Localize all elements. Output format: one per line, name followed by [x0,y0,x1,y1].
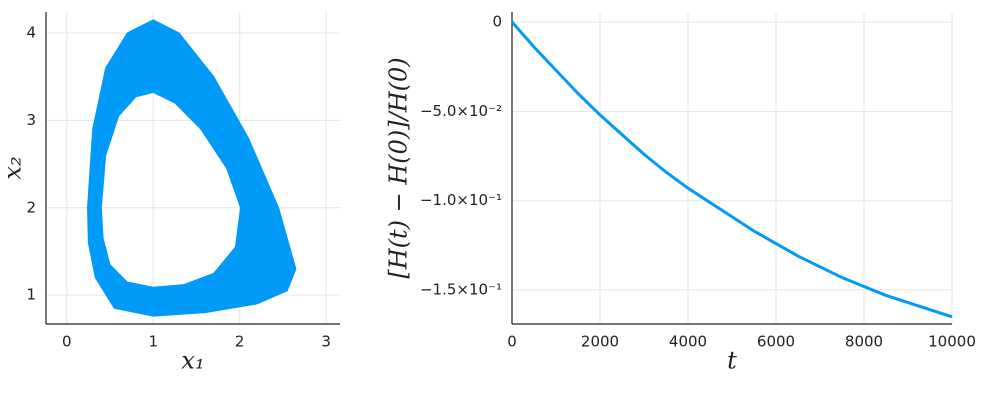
energy-error-line [510,21,953,319]
x-tick-label: 6000 [757,333,795,351]
x-tick-label: 10000 [928,333,976,351]
y-tick-label: −1.5×10⁻¹ [420,281,502,299]
x-tick-label: 3 [321,333,331,351]
y-tick-label: 3 [26,111,36,129]
x-tick-label: 8000 [845,333,883,351]
x-tick-label: 2 [235,333,245,351]
y-tick-label: 4 [26,23,36,41]
x-tick-label: 1 [148,333,158,351]
y-tick-label: −5.0×10⁻² [420,102,502,120]
x-axis-label: x₁ [181,347,204,375]
y-axis-label: [H(t) − H(0)]/H(0) [385,57,413,278]
x-tick-label: 2000 [581,333,619,351]
x-tick-label: 0 [507,333,517,351]
orbit-band [87,19,297,317]
y-tick-label: −1.0×10⁻¹ [420,191,502,209]
x-tick-label: 4000 [669,333,707,351]
x-tick-label: 0 [62,333,72,351]
x-axis-label: t [727,347,737,375]
y-tick-label: 0 [492,13,502,31]
y-tick-label: 2 [26,198,36,216]
y-axis-label: x₂ [0,156,27,179]
y-tick-label: 1 [26,286,36,304]
